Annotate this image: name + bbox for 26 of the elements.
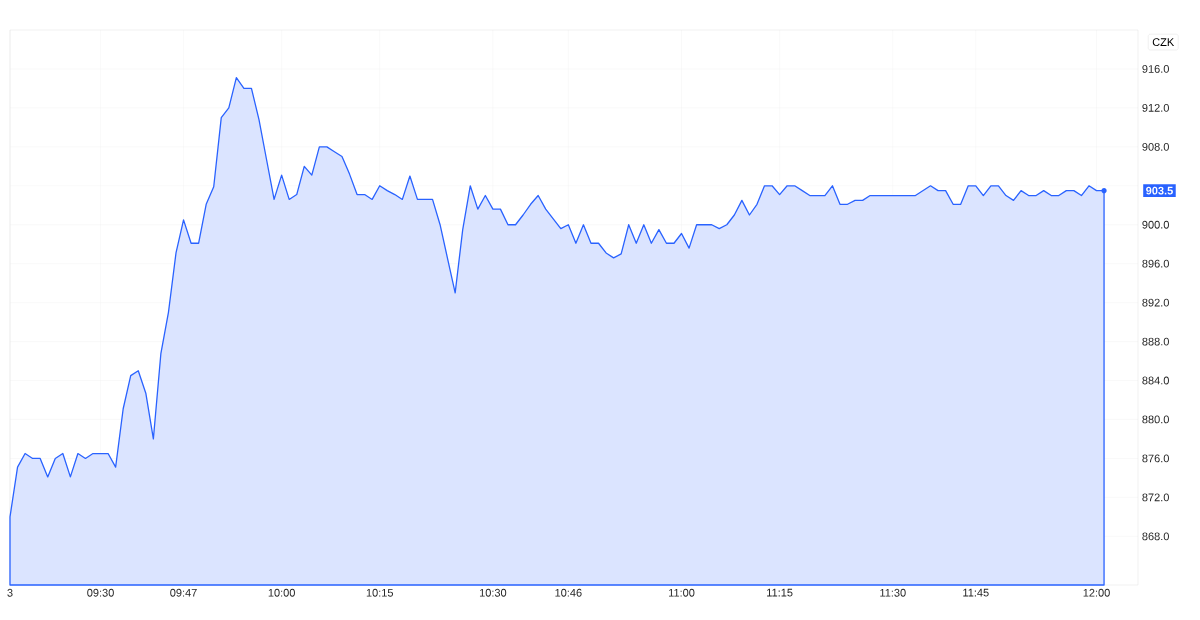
y-tick-label: 900.0 — [1142, 220, 1169, 229]
y-tick-label: 876.0 — [1142, 454, 1169, 463]
x-tick-label: 11:15 — [767, 588, 793, 597]
x-tick-label: 11:45 — [963, 588, 989, 597]
x-tick-label: 10:46 — [555, 588, 582, 597]
x-tick-label: 10:00 — [268, 588, 295, 597]
text: CZK — [1152, 38, 1175, 46]
y-tick-label: 872.0 — [1142, 493, 1169, 502]
x-tick-label: 10:30 — [479, 588, 507, 597]
y-tick-label: 880.0 — [1142, 415, 1169, 424]
y-tick-label: 892.0 — [1142, 298, 1169, 307]
x-tick-label: 09:47 — [170, 588, 197, 597]
x-tick-label: 09:30 — [87, 588, 114, 597]
x-tick-label: 12:00 — [1083, 588, 1110, 597]
x-tick-label: 11:00 — [669, 588, 695, 597]
y-tick-label: 912.0 — [1142, 103, 1169, 112]
y-tick-label: 896.0 — [1142, 259, 1169, 268]
y-tick-label: 916.0 — [1142, 65, 1169, 73]
y-tick-label: 884.0 — [1142, 376, 1169, 385]
text: 903.5 — [1146, 186, 1173, 195]
y-tick-label: 908.0 — [1142, 142, 1169, 151]
x-tick-label: 10:15 — [366, 588, 394, 597]
y-tick-label: 888.0 — [1142, 337, 1169, 346]
x-tick-label: 3 — [7, 588, 13, 597]
y-tick-label: 868.0 — [1142, 532, 1169, 541]
x-tick-label: 11:30 — [880, 588, 906, 597]
